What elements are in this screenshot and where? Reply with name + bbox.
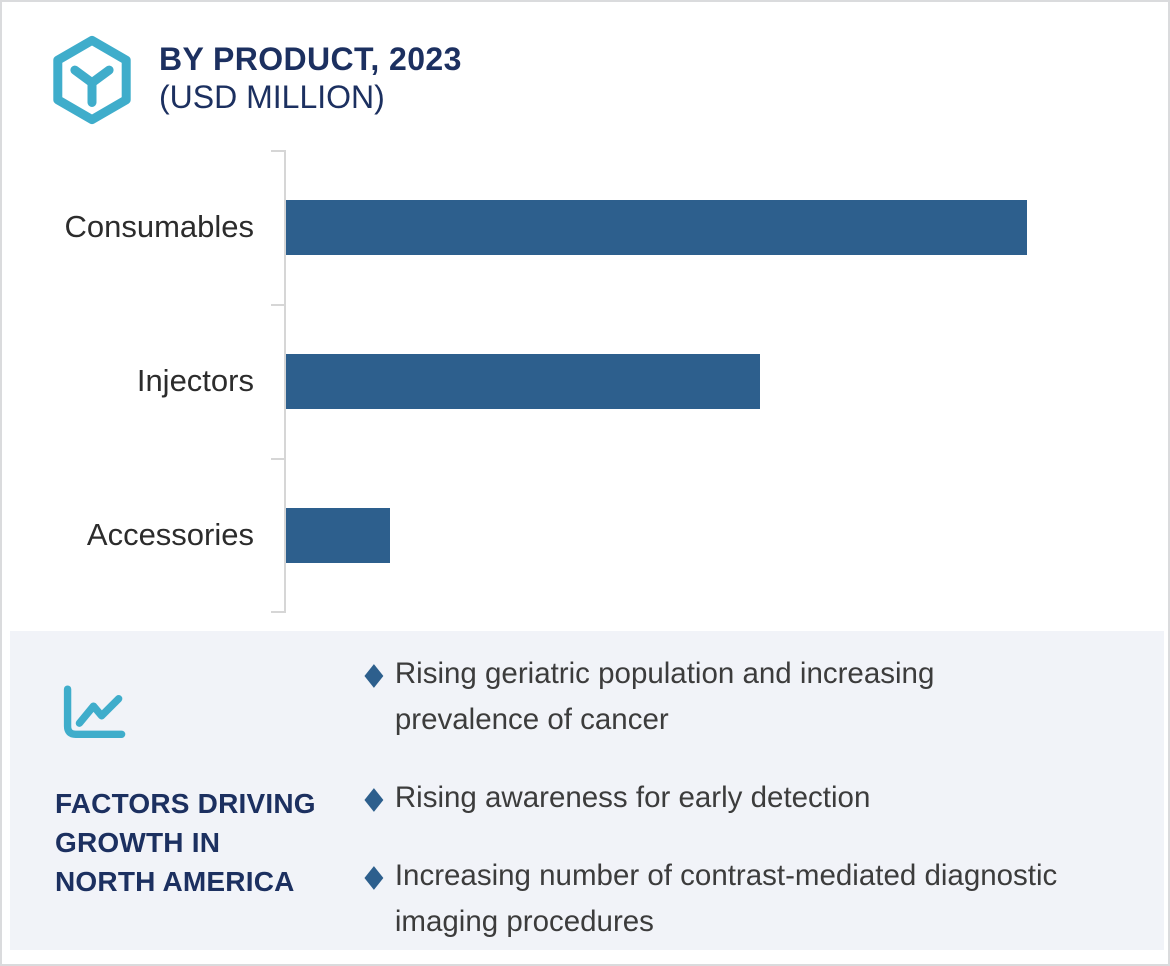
diamond-bullet-icon: ◆: [364, 780, 384, 815]
factors-list: ◆ Rising geriatric population and increa…: [362, 651, 1082, 945]
bar: [286, 353, 761, 409]
factors-left-column: FACTORS DRIVING GROWTH IN NORTH AMERICA: [55, 680, 345, 901]
line-chart-icon: [55, 680, 129, 756]
axis-tick: [271, 304, 285, 306]
axis-tick: [271, 150, 285, 152]
category-label: Injectors: [136, 363, 254, 398]
diamond-bullet-icon: ◆: [364, 656, 384, 691]
axis-tick: [271, 611, 285, 613]
bar-row: Consumables: [2, 150, 1170, 304]
factor-text: Increasing number of contrast-mediated d…: [394, 859, 1058, 938]
bar-track: [286, 507, 1027, 563]
factors-heading: FACTORS DRIVING GROWTH IN NORTH AMERICA: [55, 788, 316, 897]
factor-item: ◆ Rising geriatric population and increa…: [362, 651, 1082, 743]
header: BY PRODUCT, 2023 (USD MILLION): [47, 34, 462, 126]
factor-text: Rising awareness for early detection: [394, 781, 871, 814]
factor-item: ◆ Increasing number of contrast-mediated…: [362, 853, 1082, 945]
title-block: BY PRODUCT, 2023 (USD MILLION): [159, 34, 462, 116]
page-subtitle: (USD MILLION): [159, 79, 385, 115]
bar-chart: Consumables Injectors Accessories: [2, 150, 1170, 613]
page-title: BY PRODUCT, 2023: [159, 41, 462, 77]
bar-track: [286, 199, 1027, 255]
bar-row: Injectors: [2, 304, 1170, 458]
bar-track: [286, 353, 1027, 409]
factors-panel: FACTORS DRIVING GROWTH IN NORTH AMERICA …: [10, 631, 1164, 950]
bar-row: Accessories: [2, 458, 1170, 612]
factor-item: ◆ Rising awareness for early detection: [362, 775, 1082, 821]
chart-rows: Consumables Injectors Accessories: [2, 150, 1170, 612]
category-label: Accessories: [86, 517, 254, 552]
hexagon-y-logo-icon: [47, 34, 137, 126]
diamond-bullet-icon: ◆: [364, 858, 384, 893]
bar: [286, 199, 1027, 255]
bar: [286, 507, 390, 563]
category-label: Consumables: [64, 209, 254, 244]
y-axis-line: [284, 150, 286, 613]
axis-tick: [271, 458, 285, 460]
factor-text: Rising geriatric population and increasi…: [394, 657, 935, 736]
